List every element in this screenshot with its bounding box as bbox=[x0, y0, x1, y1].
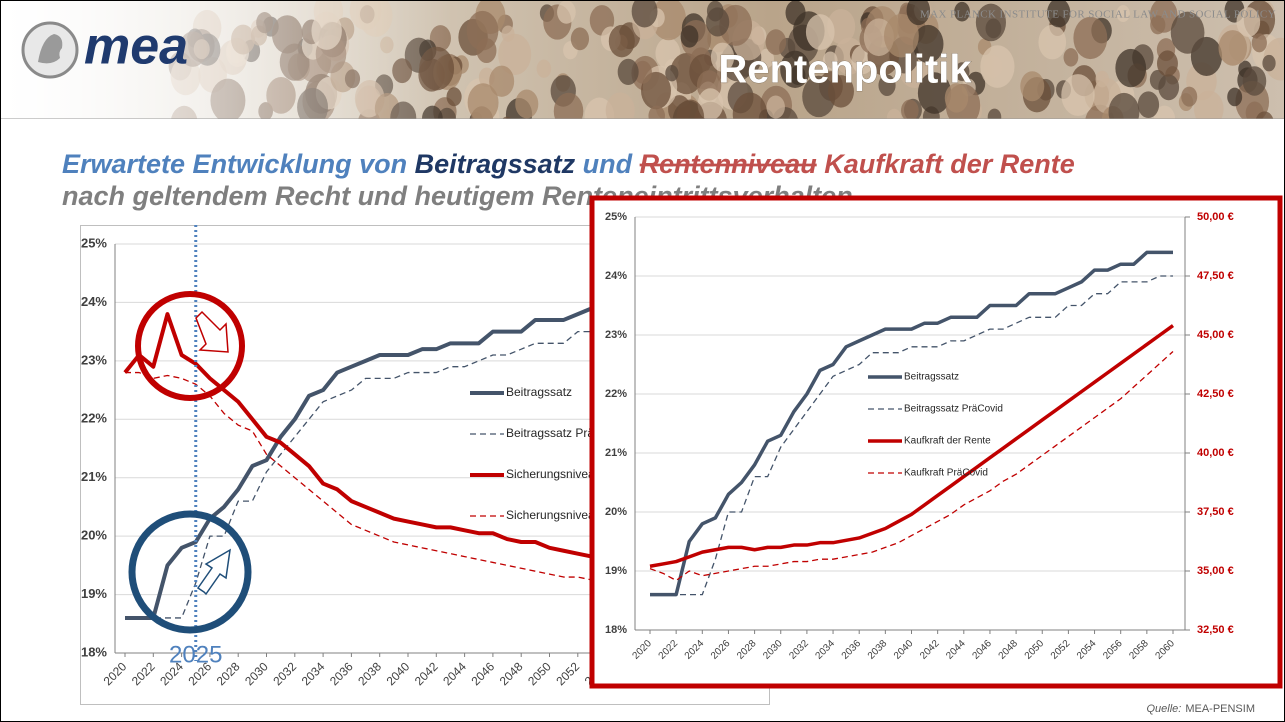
subtitle-part: Erwartete Entwicklung von bbox=[62, 149, 415, 179]
y-tick-label: 18% bbox=[81, 644, 107, 659]
legend-label: Beitragssatz PräCovid bbox=[904, 404, 1003, 415]
subtitle-part: Kaufkraft der Rente bbox=[817, 149, 1075, 179]
y-tick-label: 18% bbox=[605, 624, 627, 636]
series-line bbox=[649, 351, 1174, 582]
source-text: MEA-PENSIM bbox=[1185, 703, 1255, 715]
y2-tick-label: 40,00 € bbox=[1197, 447, 1234, 459]
logo-text: mea bbox=[84, 18, 188, 76]
inset-chart: 18% 19% 20% 21% 22% 23% 24% 25% 32,50 € 35,00 € 37… bbox=[605, 211, 1234, 662]
subtitle-line-1: Erwartete Entwicklung von Beitragssatz u… bbox=[62, 149, 1075, 179]
y-tick-label: 24% bbox=[81, 294, 107, 309]
inset-frame bbox=[589, 195, 1283, 689]
series-line bbox=[649, 324, 1175, 569]
header-fade bbox=[1, 1, 1284, 119]
y-tick-label: 22% bbox=[605, 388, 627, 400]
source-label: Quelle: bbox=[1146, 703, 1181, 715]
highlight-circle bbox=[135, 291, 245, 401]
logo-head bbox=[38, 34, 63, 64]
y-tick-label: 22% bbox=[81, 411, 107, 426]
y-tick-label: 21% bbox=[81, 469, 107, 484]
y-tick-label: 23% bbox=[605, 329, 627, 341]
y2-tick-label: 45,00 € bbox=[1197, 329, 1234, 341]
header bbox=[1, 1, 1284, 119]
y-tick-label: 24% bbox=[605, 270, 627, 282]
legend-label: Beitragssatz bbox=[506, 385, 572, 399]
legend-label: Kaufkraft der Rente bbox=[904, 436, 991, 447]
annotations bbox=[128, 291, 252, 634]
y2-tick-label: 47,50 € bbox=[1197, 270, 1234, 282]
y-tick-label: 23% bbox=[81, 352, 107, 367]
y-tick-label: 20% bbox=[605, 506, 627, 518]
y-tick-label: 25% bbox=[81, 235, 107, 250]
y2-tick-label: 32,50 € bbox=[1197, 624, 1234, 636]
subtitle-part: und bbox=[575, 149, 639, 179]
y2-tick-label: 37,50 € bbox=[1197, 506, 1234, 518]
marker-label: 2025 bbox=[169, 641, 222, 668]
y-tick-label: 20% bbox=[81, 528, 107, 543]
y-tick-label: 19% bbox=[81, 586, 107, 601]
y2-tick-label: 35,00 € bbox=[1197, 565, 1234, 577]
subtitle-struck: Rentenniveau bbox=[640, 149, 818, 179]
y2-tick-label: 50,00 € bbox=[1197, 211, 1234, 223]
y2-tick-label: 42,50 € bbox=[1197, 388, 1234, 400]
legend-label: Sicherungsniveau bbox=[506, 467, 601, 481]
source: Quelle: MEA-PENSIM bbox=[1146, 703, 1255, 715]
subtitle-part: Beitragssatz bbox=[415, 149, 576, 179]
y-tick-label: 21% bbox=[605, 447, 627, 459]
y-tick-label: 25% bbox=[605, 211, 627, 223]
down-arrow bbox=[195, 310, 229, 353]
y-tick-label: 19% bbox=[605, 565, 627, 577]
institute: MAX PLANCK INSTITUTE FOR SOCIAL LAW AND … bbox=[920, 9, 1276, 21]
series-line bbox=[650, 250, 1173, 597]
highlight-circle bbox=[128, 510, 252, 634]
page-title: Rentenpolitik bbox=[718, 48, 972, 92]
legend-label: Kaufkraft PräCovid bbox=[904, 468, 988, 479]
up-arrow bbox=[196, 548, 231, 596]
legend-label: Beitragssatz bbox=[904, 372, 959, 383]
